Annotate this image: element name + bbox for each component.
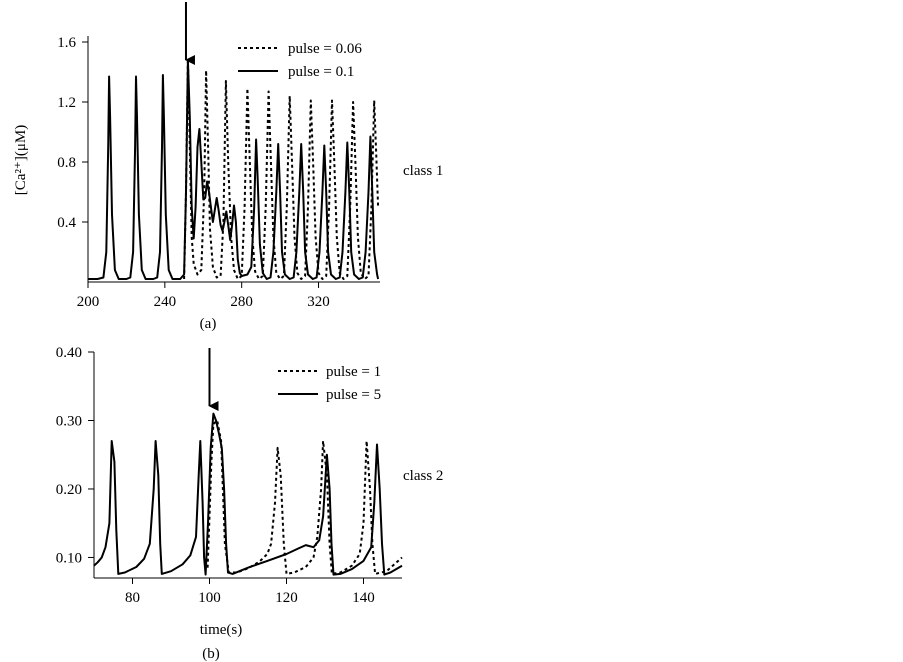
y-axis-label: [Ca²⁺](μM) xyxy=(13,125,29,195)
y-tick-label: 0.10 xyxy=(56,550,82,566)
class-label: class 1 xyxy=(403,163,443,179)
series-line-0 xyxy=(206,419,403,575)
legend: pulse = 1 pulse = 5 xyxy=(278,364,381,403)
y-tick-label: 0.8 xyxy=(57,155,76,171)
x-tick-label: 320 xyxy=(307,294,330,310)
panel-a-chart: 200 240 280 320 0.4 0.8 1.2 1.6 pulse = 0.06 p… xyxy=(13,2,443,332)
legend-label-0: pulse = 1 xyxy=(326,364,381,380)
series-line-1 xyxy=(93,412,403,576)
x-axis-label: time(s) xyxy=(200,622,243,638)
legend-label-0: pulse = 0.06 xyxy=(288,41,362,57)
legend: pulse = 0.06 pulse = 0.1 xyxy=(238,41,362,80)
y-tick-label: 1.6 xyxy=(57,35,76,51)
x-tick-label: 280 xyxy=(230,294,253,310)
x-tick-label: 240 xyxy=(154,294,177,310)
x-tick-label: 120 xyxy=(275,590,298,606)
legend-label-1: pulse = 5 xyxy=(326,387,381,403)
series-line-1 xyxy=(88,59,380,280)
panel-caption: (a) xyxy=(200,316,217,332)
panel-b-chart: 80 100 120 140 0.10 0.20 0.30 0.40 pulse = 1 p… xyxy=(56,345,444,662)
x-tick-label: 100 xyxy=(198,590,221,606)
y-tick-label: 1.2 xyxy=(57,95,76,111)
series-line-0 xyxy=(183,59,380,280)
legend-label-1: pulse = 0.1 xyxy=(288,64,354,80)
x-tick-label: 80 xyxy=(125,590,140,606)
x-tick-label: 200 xyxy=(77,294,100,310)
x-tick-label: 140 xyxy=(352,590,375,606)
y-tick-label: 0.20 xyxy=(56,482,82,498)
y-tick-label: 0.30 xyxy=(56,413,82,429)
class-label: class 2 xyxy=(403,468,443,484)
y-tick-label: 0.4 xyxy=(57,215,76,231)
y-tick-label: 0.40 xyxy=(56,345,82,361)
panel-caption: (b) xyxy=(202,646,220,662)
